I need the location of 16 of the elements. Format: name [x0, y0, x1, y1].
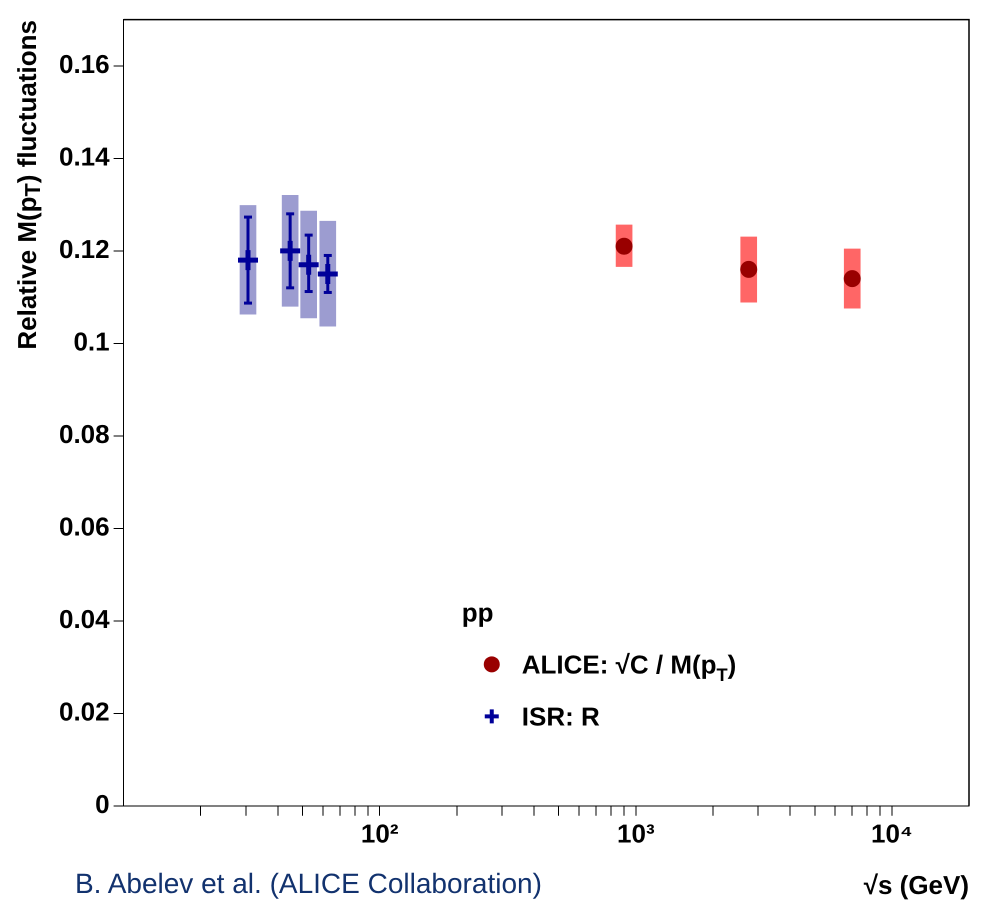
y-tick-label: 0.06 [58, 511, 110, 542]
x-tick-label: 10³ [617, 818, 655, 849]
y-tick-label: 0.1 [73, 326, 110, 356]
y-tick-label: 0.12 [58, 234, 110, 264]
text: B. Abelev et al. (ALICE Collaboration) [75, 868, 542, 899]
legend-title: pp [462, 597, 494, 628]
legend-label: ISR: R [522, 701, 600, 732]
x-tick-label: 10⁴ [871, 818, 913, 849]
y-tick-label: 0.16 [58, 49, 110, 80]
y-tick-label: 0.04 [58, 604, 110, 634]
y-tick-label: 0 [95, 788, 110, 819]
y-tick-label: 0.08 [58, 418, 110, 449]
x-axis-title: √s (GeV) [864, 870, 969, 900]
y-tick-label: 0.14 [58, 142, 110, 172]
y-tick-label: 0.02 [58, 696, 110, 726]
x-tick-label: 10² [360, 818, 399, 849]
